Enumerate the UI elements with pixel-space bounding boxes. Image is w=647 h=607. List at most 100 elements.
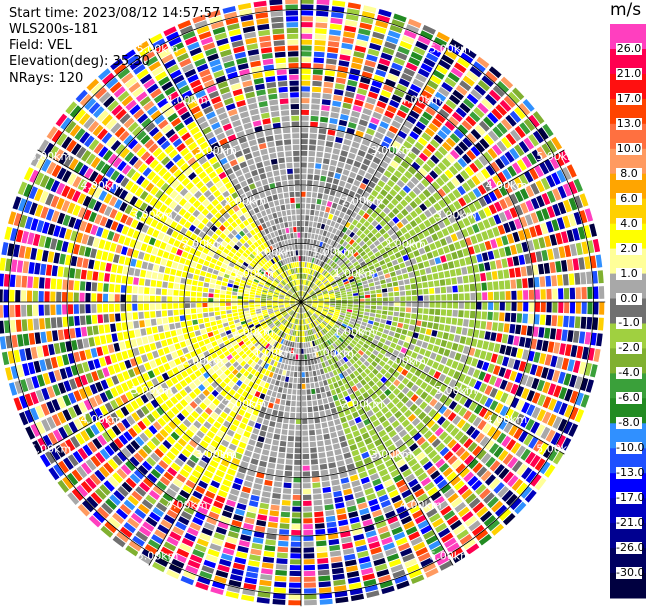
radar-gate — [338, 337, 344, 343]
radar-gate — [332, 485, 341, 492]
radar-gate — [346, 85, 357, 93]
radar-gate — [306, 300, 312, 302]
radar-gate — [84, 246, 92, 257]
radar-gate — [390, 449, 400, 458]
radar-gate — [353, 251, 359, 258]
radar-gate — [309, 377, 314, 383]
radar-gate — [513, 427, 524, 440]
radar-gate — [368, 282, 375, 287]
radar-gate — [438, 373, 447, 382]
radar-gate — [347, 302, 353, 305]
radar-gate — [334, 83, 345, 90]
radar-gate — [170, 268, 177, 276]
radar-gate — [438, 146, 448, 156]
radar-gate — [386, 282, 393, 288]
radar-gate — [493, 291, 499, 300]
radar-gate — [320, 330, 325, 336]
radar-gate — [541, 192, 551, 206]
radar-gate — [258, 585, 271, 592]
radar-gate — [566, 259, 574, 272]
radar-gate — [120, 294, 126, 302]
radar-gate — [540, 426, 551, 440]
radar-gate — [259, 579, 272, 587]
radar-gate — [558, 288, 564, 300]
radar-gate — [349, 516, 360, 524]
radar-gate — [275, 564, 288, 570]
radar-gate — [262, 375, 268, 382]
radar-gate — [485, 70, 498, 83]
radar-gate — [287, 328, 291, 334]
radar-gate — [365, 340, 372, 346]
radar-gate — [249, 307, 255, 311]
radar-gate — [395, 479, 406, 488]
radar-gate — [303, 500, 312, 506]
radar-gate — [376, 14, 390, 23]
radar-gate — [324, 146, 332, 153]
radar-gate — [445, 99, 457, 110]
radar-gate — [256, 417, 263, 424]
radar-gate — [405, 24, 420, 34]
radar-gate — [306, 395, 312, 401]
radar-gate — [361, 139, 371, 147]
radar-gate — [115, 313, 121, 322]
radar-gate — [353, 293, 359, 296]
radar-gate — [458, 506, 470, 518]
radar-gate — [557, 315, 563, 327]
radar-gates — [0, 0, 605, 606]
radar-gate — [308, 365, 312, 371]
radar-gate — [280, 517, 290, 524]
radar-gate — [333, 579, 346, 586]
radar-gate — [240, 436, 249, 444]
radar-gate — [342, 422, 349, 429]
radar-gate — [360, 346, 367, 353]
radar-gate — [214, 293, 220, 298]
radar-gate — [208, 293, 214, 298]
radar-gate — [509, 207, 518, 218]
radar-gate — [161, 303, 167, 310]
radar-gate — [365, 350, 372, 356]
radar-gate — [335, 596, 349, 604]
radar-gate — [255, 295, 261, 298]
radar-gate — [347, 306, 353, 310]
radar-gate — [268, 402, 274, 409]
radar-gate — [234, 477, 244, 485]
radar-gate — [338, 261, 344, 267]
radar-gate — [373, 198, 381, 206]
radar-gate — [366, 240, 373, 247]
radar-gate — [209, 316, 216, 322]
radar-gate — [344, 338, 351, 344]
radar-gate — [393, 531, 406, 541]
radar-gate — [95, 249, 103, 260]
radar-gate — [484, 385, 493, 396]
radar-gate — [270, 378, 276, 385]
radar-gate — [261, 568, 273, 575]
radar-gate — [243, 305, 249, 308]
radar-gate — [321, 392, 327, 399]
radar-gate — [359, 298, 365, 302]
radar-gate — [510, 129, 521, 142]
radar-gate — [331, 255, 337, 261]
radar-gate — [421, 341, 429, 349]
radar-gate — [409, 442, 419, 452]
radar-gate — [231, 306, 237, 310]
radar-gate — [296, 401, 301, 407]
radar-gate — [520, 325, 527, 336]
radar-gate — [471, 524, 485, 537]
radar-gate — [302, 395, 307, 401]
radar-gate — [364, 257, 371, 264]
radar-gate — [482, 181, 492, 192]
radar-gate — [480, 510, 493, 523]
radar-gate — [427, 322, 433, 329]
radar-gate — [293, 318, 296, 324]
radar-gate — [411, 384, 419, 393]
radar-gate — [234, 281, 240, 286]
radar-gate — [298, 360, 301, 366]
radar-gate — [70, 255, 78, 267]
radar-gate — [428, 122, 439, 133]
radar-gate — [378, 146, 387, 155]
radar-gate — [309, 441, 317, 448]
radar-gate — [358, 270, 364, 276]
radar-gate — [569, 287, 576, 300]
radar-gate — [311, 92, 321, 99]
radar-gate — [341, 304, 347, 307]
